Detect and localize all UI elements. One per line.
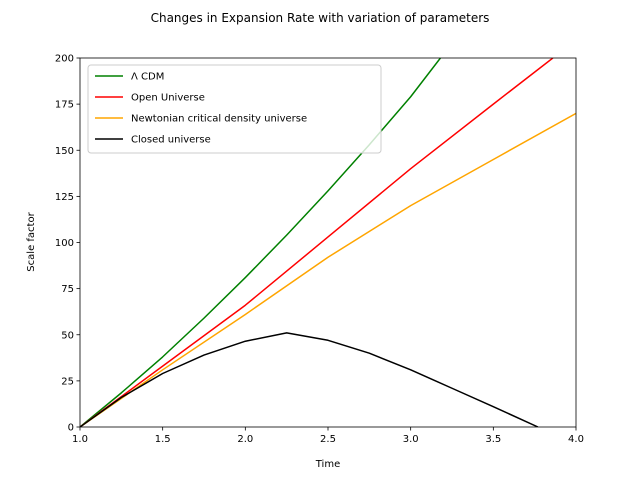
legend-label-1: Open Universe [131,93,205,104]
y-tick-label: 100 [55,238,74,249]
x-tick-label: 3.5 [485,434,501,445]
y-tick-label: 75 [61,284,74,295]
y-tick-label: 175 [55,100,74,111]
x-tick-label: 1.5 [155,434,171,445]
x-tick-label: 3.0 [403,434,419,445]
axes: 1.0 1.5 2.0 2.5 3.0 3.5 4.0 0 25 50 75 100 125 150 175… [55,54,584,446]
x-tick-label: 2.0 [237,434,253,445]
y-tick-label: 150 [55,146,74,157]
x-tick-label: 1.0 [72,434,88,445]
series-line-0 [80,58,442,427]
series-line-1 [80,58,554,427]
y-tick-label: 50 [61,330,74,341]
legend-label-0: Λ CDM [131,72,164,83]
x-tick-label: 2.5 [320,434,336,445]
legend-label-2: Newtonian critical density universe [131,114,307,125]
y-tick-label: 0 [68,423,74,434]
legend: Λ CDM Open Universe Newtonian critical den… [87,64,382,154]
y-tick-label: 200 [55,54,74,65]
legend-box [87,64,382,154]
x-tick-label: 4.0 [568,434,584,445]
series-line-3 [80,332,539,427]
y-tick-label: 125 [55,192,74,203]
x-axis-title: Time [315,459,340,470]
legend-label-3: Closed universe [131,135,211,146]
y-tick-label: 25 [61,376,74,387]
series-line-2 [80,112,576,427]
plot-area [80,58,576,427]
chart-title: Changes in Expansion Rate with variation… [151,11,490,25]
y-axis-title: Scale factor [26,211,37,271]
